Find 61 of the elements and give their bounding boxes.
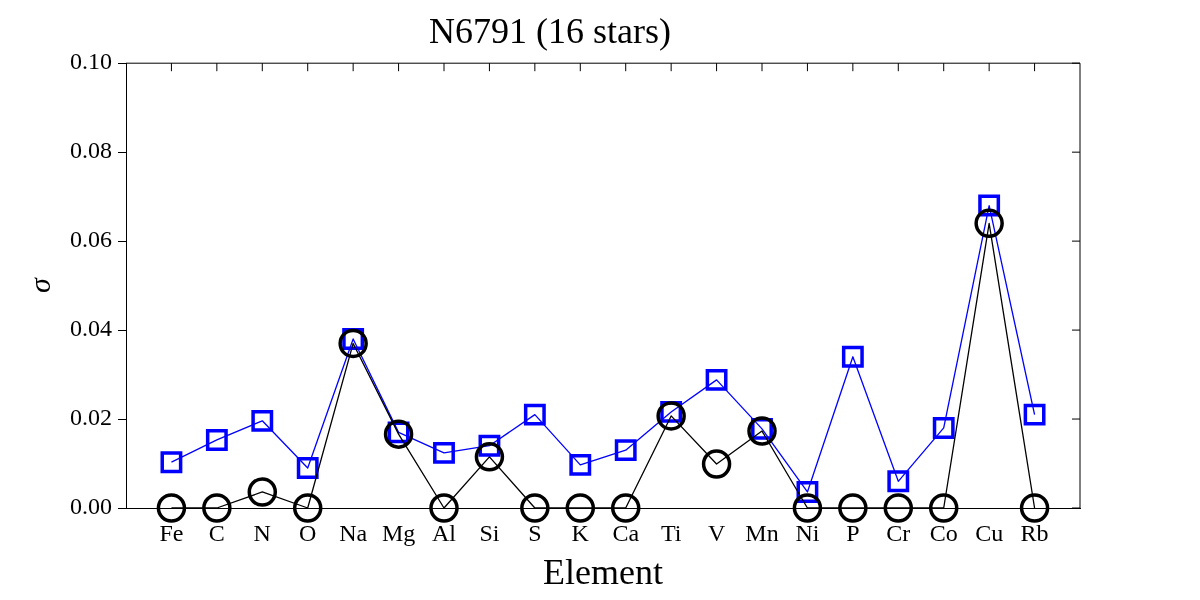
point	[251, 409, 274, 432]
x-tick-label: Cu	[975, 519, 1004, 546]
y-tick-label: 0.02	[70, 404, 112, 431]
point	[656, 401, 686, 431]
y-tick-label: 0.04	[70, 315, 112, 342]
point	[202, 493, 232, 523]
point	[841, 345, 864, 368]
x-tick-label: Co	[929, 519, 958, 546]
point	[883, 493, 914, 523]
point	[247, 477, 278, 507]
point	[932, 416, 955, 439]
x-tick-label: Si	[479, 519, 500, 546]
x-tick-label: Ti	[660, 519, 682, 546]
point	[928, 493, 959, 523]
point	[838, 493, 868, 523]
point	[974, 208, 1004, 239]
x-tick-label: Fe	[159, 519, 184, 546]
point	[429, 493, 459, 523]
x-tick-label: Ca	[612, 519, 640, 546]
point	[205, 429, 228, 451]
point	[792, 493, 823, 523]
point	[1019, 493, 1050, 523]
point	[614, 439, 637, 462]
point	[705, 368, 728, 391]
chart-title: N6791 (16 stars)	[429, 11, 671, 52]
point	[887, 470, 910, 493]
x-tick-label: Na	[339, 519, 368, 546]
point	[523, 403, 546, 426]
x-tick-label: C	[208, 519, 225, 546]
x-tick-label: Ni	[795, 519, 820, 546]
y-tick-label: 0.08	[70, 137, 112, 164]
x-axis-title: Element	[543, 551, 663, 592]
point	[433, 441, 455, 464]
y-tick-label: 0.06	[70, 226, 112, 253]
point	[569, 453, 592, 476]
point	[610, 493, 641, 523]
x-tick-label: Cr	[886, 519, 911, 546]
x-tick-label: V	[707, 519, 726, 546]
x-tick-label: N	[253, 519, 271, 546]
point	[701, 449, 732, 479]
point	[160, 451, 183, 474]
point	[747, 416, 777, 446]
point	[474, 442, 505, 472]
x-tick-label: Al	[432, 519, 457, 546]
x-tick-label: K	[571, 519, 590, 546]
x-tick-label: Rb	[1020, 519, 1049, 546]
y-tick-label: 0.00	[70, 493, 112, 520]
point	[520, 493, 550, 523]
x-tick-label: P	[846, 519, 860, 546]
point	[1023, 403, 1046, 426]
point	[156, 493, 187, 523]
x-tick-label: Mn	[745, 519, 779, 546]
point	[338, 328, 368, 359]
point	[565, 493, 596, 523]
point	[296, 457, 319, 479]
x-tick-label: S	[528, 519, 542, 546]
point	[292, 493, 323, 523]
x-tick-label: Mg	[381, 519, 416, 546]
y-tick-label: 0.10	[70, 48, 112, 75]
x-tick-label: O	[299, 519, 317, 546]
y-axis-title: σ	[22, 277, 56, 293]
